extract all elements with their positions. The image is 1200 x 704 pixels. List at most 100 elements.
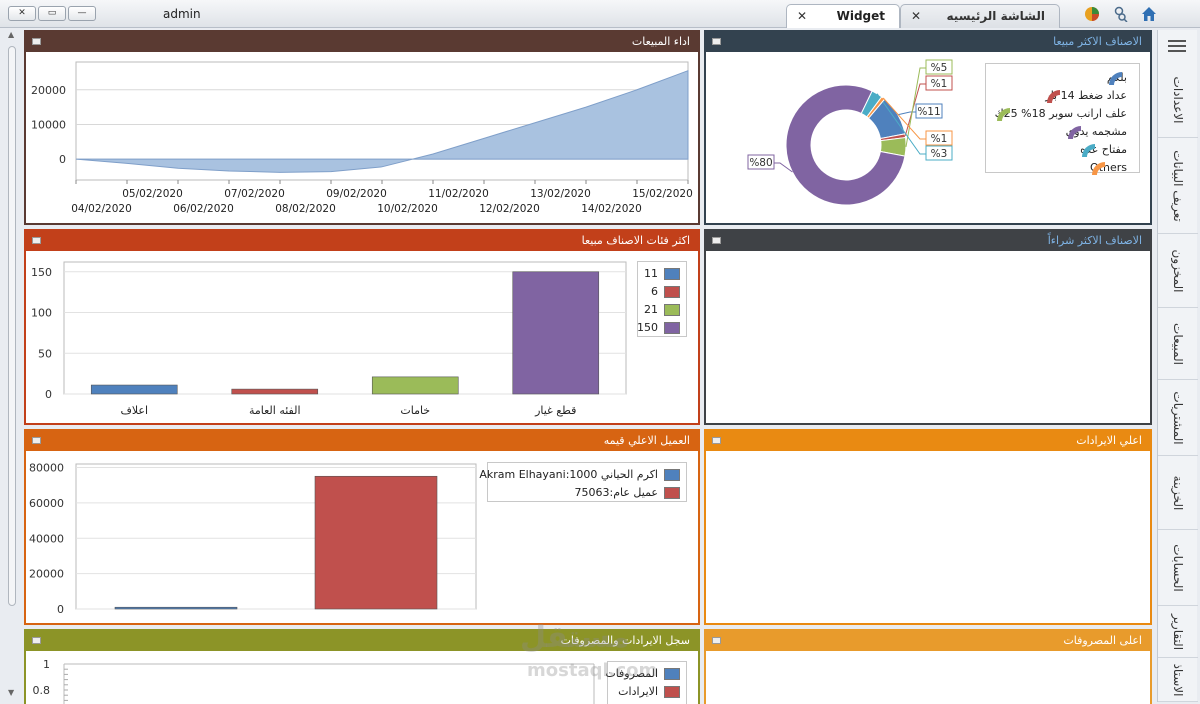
legend-label: عميل عام:75063 <box>574 486 658 499</box>
pie-slice <box>866 96 886 119</box>
x-tick-label: 10/02/2020 <box>377 203 438 215</box>
customer-bar-chart: 0 20000 40000 60000 80000 <box>29 462 477 616</box>
legend-swatch <box>664 487 680 499</box>
panel-title: اكثر فئات الاصناف مبيعا <box>581 234 690 247</box>
pie-slice <box>785 84 906 206</box>
minimize-panel-icon[interactable] <box>32 437 41 444</box>
nav-item-sales[interactable]: المبيعات <box>1158 308 1198 380</box>
minimize-panel-icon[interactable] <box>712 637 721 644</box>
legend-item: 6 <box>651 284 680 300</box>
tab-widget[interactable]: ✕ Widget <box>786 4 900 28</box>
minimize-panel-icon[interactable] <box>712 437 721 444</box>
minimize-panel-icon[interactable] <box>32 237 41 244</box>
nav-item-treasury[interactable]: الخزينة <box>1158 456 1198 530</box>
y-tick-label: 0 <box>59 153 66 166</box>
panel-header: اعلى المصروفات <box>706 631 1150 651</box>
x-tick-label: 12/02/2020 <box>479 203 540 215</box>
panel-top-customer: العميل الاعلي قيمه 0 20000 40000 60000 80000… <box>24 429 700 625</box>
nav-item-label: تعريف البيانات <box>1171 149 1185 222</box>
pie-label-box <box>925 75 953 91</box>
y-tick-label: 20000 <box>29 568 64 581</box>
nav-item-purchases[interactable]: المشتريات <box>1158 380 1198 456</box>
legend-swatch <box>664 268 680 280</box>
legend-swatch <box>664 686 680 698</box>
nav-item-settings[interactable]: الاعدادات <box>1158 62 1198 138</box>
watermark-url: mostaql.com <box>527 660 658 681</box>
menu-icon[interactable] <box>1168 40 1186 55</box>
chart-legend: Akram Elhayani:1000 اكرم الحياني عميل عام… <box>479 462 687 502</box>
x-tick-label: قطع غيار <box>534 404 576 417</box>
tab-label: الشاشة الرئيسيه <box>946 9 1045 23</box>
chart-legend: المصروفات الايرادات <box>605 661 687 704</box>
nav-item-definitions[interactable]: تعريف البيانات <box>1158 138 1198 234</box>
legend-swatch-icon <box>1092 162 1106 175</box>
nav-item-label: الاستاذ <box>1171 663 1185 696</box>
panel-top-category-groups: اكثر فئات الاصناف مبيعا 0 50 100 150 اعلاف ال… <box>24 229 700 425</box>
bar <box>371 376 459 395</box>
tab-close-icon[interactable]: ✕ <box>797 9 808 23</box>
nav-item-label: التقارير <box>1171 613 1185 650</box>
panel-title: سجل الايرادات والمصروفات <box>560 634 690 647</box>
minimize-panel-icon[interactable] <box>712 38 721 45</box>
minimize-panel-icon[interactable] <box>32 38 41 45</box>
minimize-panel-icon[interactable] <box>32 637 41 644</box>
x-tick-label: 05/02/2020 <box>122 188 183 200</box>
y-tick-label: 40000 <box>29 532 64 545</box>
minimize-panel-icon[interactable] <box>712 237 721 244</box>
tab-close-icon[interactable]: ✕ <box>911 9 922 23</box>
legend-swatch <box>664 304 680 316</box>
nav-item-inventory[interactable]: المخزون <box>1158 234 1198 308</box>
pie-label-box <box>747 154 775 170</box>
panel-body-empty <box>706 251 1150 423</box>
nav-item-ledger[interactable]: الاستاذ <box>1158 658 1198 702</box>
tab-label: Widget <box>836 9 885 23</box>
x-tick-label: 14/02/2020 <box>581 203 642 215</box>
sales-area-chart: 0 10000 20000 04/02/2020 05/02/2020 06/02/202… <box>31 61 693 215</box>
nav-item-accounts[interactable]: الحسابات <box>1158 530 1198 606</box>
current-user: admin <box>163 7 201 21</box>
nav-item-label: المخزون <box>1171 249 1185 292</box>
x-tick-label: 11/02/2020 <box>428 188 489 200</box>
panel-body-empty <box>706 651 1150 704</box>
legend-label: 150 <box>637 321 658 334</box>
vertical-scrollbar[interactable]: ▲ ▼ <box>6 30 18 700</box>
chart-legend: 11 6 21 150 <box>637 261 687 337</box>
panel-title: الاصناف الاكثر مبيعا <box>1053 35 1142 48</box>
legend-item: الايرادات <box>618 684 680 700</box>
minimize-window-button[interactable]: — <box>68 6 96 21</box>
panel-top-revenue: اعلي الايرادات <box>704 429 1152 625</box>
close-window-button[interactable]: ✕ <box>8 6 36 21</box>
pie-leader-line <box>905 67 926 147</box>
legend-item: علف ارانب سوبر 18% 25ك <box>995 106 1133 122</box>
legend-label: 6 <box>651 285 658 298</box>
nav-item-reports[interactable]: التقارير <box>1158 606 1198 658</box>
pie-leader-line <box>882 97 926 140</box>
x-tick-label: 07/02/2020 <box>224 188 285 200</box>
user-search-icon[interactable] <box>1112 6 1128 22</box>
pie-data-label: %3 <box>931 148 948 160</box>
scroll-thumb[interactable] <box>8 46 16 606</box>
legend-label: علف ارانب سوبر 18% 25ك <box>995 107 1127 120</box>
watermark-logo: مستقل <box>520 620 630 655</box>
restore-window-button[interactable]: ▭ <box>38 6 66 21</box>
nav-item-label: المشتريات <box>1171 390 1185 445</box>
legend-label: Akram Elhayani:1000 اكرم الحياني <box>479 468 658 481</box>
panel-header: اداء المبيعات <box>26 32 698 52</box>
legend-item: المصروفات <box>605 666 680 682</box>
pie-data-label: %80 <box>749 157 772 169</box>
scroll-down-icon[interactable]: ▼ <box>8 688 15 697</box>
x-tick-label: 13/02/2020 <box>530 188 591 200</box>
bar <box>314 475 438 610</box>
legend-swatch <box>664 322 680 334</box>
scroll-up-icon[interactable]: ▲ <box>8 30 15 39</box>
tab-home[interactable]: ✕ الشاشة الرئيسيه <box>900 4 1060 28</box>
panel-header: اعلي الايرادات <box>706 431 1150 451</box>
panel-body-empty <box>706 451 1150 623</box>
panel-sales-performance: اداء المبيعات 0 10000 20000 04/02/2020 05/02… <box>24 30 700 225</box>
home-icon[interactable] <box>1141 6 1157 22</box>
y-tick-label: 0.8 <box>33 684 51 697</box>
pie-chart-icon[interactable] <box>1084 6 1100 22</box>
pie-leader-line <box>876 93 926 155</box>
legend-label: المصروفات <box>605 667 658 680</box>
x-tick-label: الفئه العامة <box>249 404 301 417</box>
